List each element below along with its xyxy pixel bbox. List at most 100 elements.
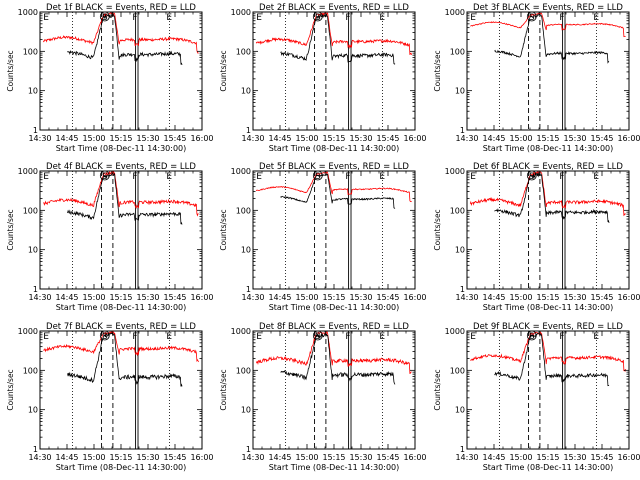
marker-label-s: S xyxy=(315,13,321,23)
y-axis-label: Counts/sec xyxy=(219,50,228,91)
axes-frame xyxy=(39,170,203,290)
x-tick-label: 15:30 xyxy=(563,134,586,143)
x-tick-label: 15:30 xyxy=(349,293,372,302)
lld-series-line xyxy=(255,331,412,374)
y-tick-label: 1 xyxy=(460,445,465,454)
x-tick-label: 15:15 xyxy=(536,453,559,462)
marker-label-e: E xyxy=(470,172,476,182)
y-tick-label: 100 xyxy=(450,47,465,56)
x-tick-label: 14:45 xyxy=(55,134,78,143)
y-tick-label: 1000 xyxy=(18,8,38,17)
panel-title: Det 5f BLACK = Events, RED = LLD xyxy=(259,162,409,172)
lld-series-line xyxy=(255,171,412,203)
axes-frame xyxy=(252,11,416,131)
marker-label-e: E xyxy=(166,332,172,342)
y-tick-label: 100 xyxy=(23,206,38,215)
y-tick-label: 100 xyxy=(450,206,465,215)
x-tick-label: 15:00 xyxy=(82,453,105,462)
marker-label-f: F xyxy=(132,13,137,23)
y-tick-label: 1 xyxy=(246,285,251,294)
x-axis-label: Start Time (08-Dec-11 14:30:00) xyxy=(483,144,614,153)
panel-title: Det 7f BLACK = Events, RED = LLD xyxy=(46,322,196,332)
events-series-line xyxy=(67,332,183,387)
marker-label-f: F xyxy=(559,172,564,182)
axes-frame xyxy=(466,170,630,290)
x-tick-label: 14:45 xyxy=(482,134,505,143)
y-tick-label: 1000 xyxy=(18,167,38,176)
x-tick-label: 14:30 xyxy=(241,453,264,462)
events-series-line xyxy=(280,332,396,385)
x-tick-label: 15:15 xyxy=(536,134,559,143)
marker-label-s: S xyxy=(102,172,108,182)
panel-title: Det 3f BLACK = Events, RED = LLD xyxy=(473,3,623,13)
marker-label-f: F xyxy=(132,172,137,182)
x-tick-label: 15:45 xyxy=(163,453,186,462)
marker-label-s: S xyxy=(529,332,535,342)
y-tick-label: 100 xyxy=(450,366,465,375)
x-tick-label: 15:45 xyxy=(376,453,399,462)
y-tick-label: 1 xyxy=(33,445,38,454)
y-tick-label: 10 xyxy=(28,246,38,255)
y-axis-label: Counts/sec xyxy=(433,369,442,410)
plot-area xyxy=(255,331,412,449)
y-axis-label: Counts/sec xyxy=(6,50,15,91)
events-series-line xyxy=(67,13,183,66)
x-axis-label: Start Time (08-Dec-11 14:30:00) xyxy=(483,463,614,472)
x-axis-label: Start Time (08-Dec-11 14:30:00) xyxy=(56,144,187,153)
marker-label-e: E xyxy=(43,13,49,23)
x-tick-label: 14:45 xyxy=(482,453,505,462)
plot-area xyxy=(255,12,412,130)
marker-label-f: F xyxy=(345,332,350,342)
x-axis-label: Start Time (08-Dec-11 14:30:00) xyxy=(483,303,614,312)
y-axis-label: Counts/sec xyxy=(433,209,442,250)
x-tick-label: 14:45 xyxy=(482,293,505,302)
x-tick-label: 16:00 xyxy=(190,134,213,143)
y-axis-label: Counts/sec xyxy=(433,50,442,91)
plot-area xyxy=(255,171,412,289)
y-tick-label: 1 xyxy=(33,126,38,135)
x-axis-label: Start Time (08-Dec-11 14:30:00) xyxy=(56,463,187,472)
panel-title: Det 4f BLACK = Events, RED = LLD xyxy=(46,162,196,172)
marker-label-e: E xyxy=(379,332,385,342)
marker-label-e: E xyxy=(256,172,262,182)
marker-label-s: S xyxy=(102,13,108,23)
lld-series-line xyxy=(43,171,199,217)
marker-label-s: S xyxy=(315,332,321,342)
lld-series-line xyxy=(43,331,199,363)
events-series-line xyxy=(494,14,610,64)
marker-label-f: F xyxy=(132,332,137,342)
y-tick-label: 1000 xyxy=(445,327,465,336)
lld-series-line xyxy=(470,12,626,38)
y-tick-label: 10 xyxy=(28,87,38,96)
x-tick-label: 14:30 xyxy=(28,293,51,302)
y-tick-label: 100 xyxy=(236,47,251,56)
lld-series-line xyxy=(42,12,199,54)
lld-series-line xyxy=(470,331,626,373)
x-tick-label: 14:30 xyxy=(455,134,478,143)
x-tick-label: 15:00 xyxy=(295,134,318,143)
x-tick-label: 15:45 xyxy=(163,134,186,143)
x-tick-label: 15:00 xyxy=(295,293,318,302)
y-tick-label: 1000 xyxy=(231,167,251,176)
x-tick-label: 14:30 xyxy=(241,134,264,143)
y-tick-label: 10 xyxy=(241,246,251,255)
x-tick-label: 15:45 xyxy=(590,293,613,302)
x-tick-label: 15:15 xyxy=(322,134,345,143)
panel-title: Det 6f BLACK = Events, RED = LLD xyxy=(473,162,623,172)
x-tick-label: 15:15 xyxy=(109,453,132,462)
marker-label-f: F xyxy=(345,172,350,182)
x-tick-label: 15:15 xyxy=(322,293,345,302)
y-tick-label: 1000 xyxy=(445,167,465,176)
x-tick-label: 15:30 xyxy=(349,134,372,143)
x-tick-label: 15:45 xyxy=(376,293,399,302)
x-tick-label: 16:00 xyxy=(617,453,640,462)
marker-label-e: E xyxy=(470,13,476,23)
marker-label-e: E xyxy=(379,13,385,23)
y-tick-label: 10 xyxy=(455,246,465,255)
x-tick-label: 16:00 xyxy=(617,293,640,302)
x-axis-label: Start Time (08-Dec-11 14:30:00) xyxy=(269,303,400,312)
y-tick-label: 100 xyxy=(23,366,38,375)
